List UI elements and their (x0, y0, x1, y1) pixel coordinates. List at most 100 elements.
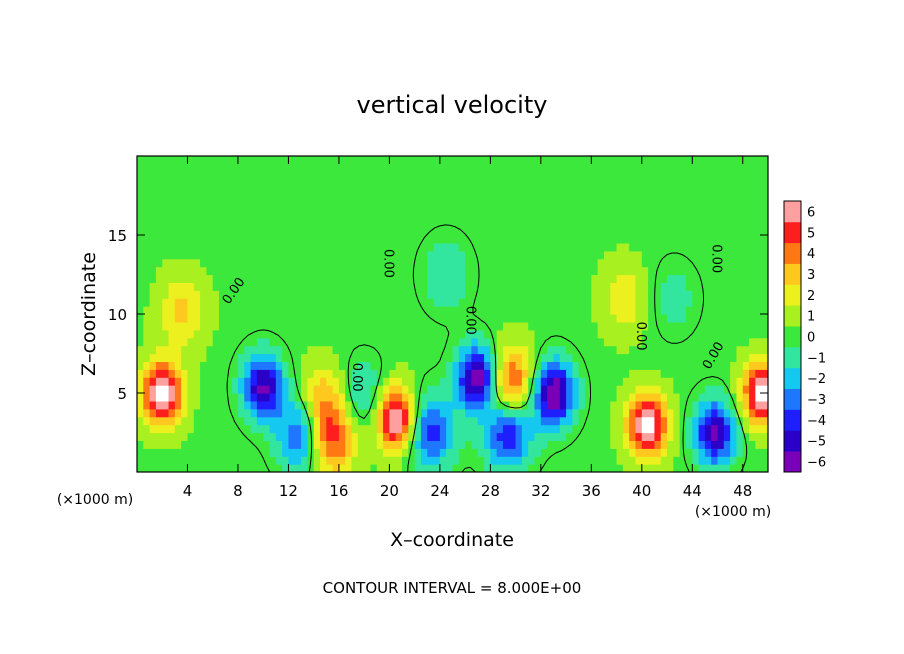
field-cell (187, 242, 195, 252)
field-cell (206, 195, 214, 204)
field-cell (452, 408, 460, 418)
field-cell (326, 187, 334, 197)
field-cell (610, 377, 618, 386)
field-cell (471, 171, 479, 181)
field-cell (256, 266, 264, 276)
field-cell (319, 250, 327, 260)
field-cell (547, 329, 555, 339)
field-cell (667, 345, 674, 355)
field-cell (521, 266, 529, 276)
x-axis-label: X–coordinate (390, 529, 514, 551)
field-cell (509, 306, 517, 315)
field-cell (395, 408, 403, 418)
field-cell (200, 393, 208, 402)
field-cell (679, 464, 687, 472)
field-cell (219, 187, 226, 197)
field-cell (370, 361, 378, 370)
field-cell (458, 440, 466, 449)
field-cell (660, 290, 668, 299)
field-cell (408, 337, 416, 347)
field-cell (484, 345, 491, 355)
field-cell (250, 393, 258, 402)
field-cell (528, 242, 536, 252)
field-cell (370, 464, 378, 472)
field-cell (137, 227, 144, 236)
field-cell (458, 456, 466, 465)
field-cell (496, 329, 504, 339)
field-cell (237, 235, 245, 244)
field-cell (370, 424, 378, 434)
field-cell (667, 282, 674, 291)
field-cell (685, 274, 693, 283)
field-cell (143, 456, 151, 465)
field-cell (673, 377, 681, 386)
field-cell (673, 250, 681, 260)
field-cell (420, 250, 428, 260)
field-cell (509, 353, 517, 362)
field-cell (629, 211, 637, 220)
field-cell (641, 227, 649, 236)
field-cell (433, 432, 441, 441)
field-cell (155, 408, 163, 418)
field-cell (137, 321, 144, 331)
field-cell (704, 400, 712, 410)
field-cell (755, 456, 763, 465)
field-cell (654, 290, 662, 299)
field-cell (237, 156, 245, 165)
field-cell (723, 171, 731, 181)
field-cell (301, 195, 308, 204)
field-cell (654, 440, 662, 449)
field-cell (755, 314, 763, 323)
field-cell (357, 432, 365, 441)
field-cell (288, 306, 296, 315)
field-cell (275, 369, 283, 378)
field-cell (301, 274, 308, 283)
field-cell (250, 424, 258, 434)
field-cell (414, 314, 422, 323)
field-cell (433, 211, 441, 220)
field-cell (263, 337, 271, 347)
field-cell (749, 298, 756, 307)
field-cell (749, 156, 756, 165)
field-cell (155, 464, 163, 472)
field-cell (698, 179, 706, 189)
field-cell (755, 171, 763, 181)
field-cell (730, 448, 738, 457)
field-cell (452, 329, 460, 339)
field-cell (376, 306, 384, 315)
field-cell (237, 408, 245, 418)
field-cell (465, 369, 473, 378)
field-cell (603, 353, 611, 362)
field-cell (698, 211, 706, 220)
field-cell (660, 456, 668, 465)
field-cell (143, 377, 151, 386)
field-cell (212, 456, 220, 465)
field-cell (427, 274, 435, 283)
field-cell (591, 274, 599, 283)
field-cell (717, 163, 725, 173)
field-cell (679, 337, 687, 347)
field-cell (572, 393, 580, 402)
field-cell (206, 156, 214, 165)
field-cell (484, 242, 491, 252)
field-cell (212, 464, 220, 472)
field-cell (610, 298, 618, 307)
field-cell (269, 440, 277, 449)
field-cell (181, 156, 189, 165)
field-cell (566, 353, 573, 362)
field-cell (616, 306, 624, 315)
field-cell (414, 258, 422, 268)
field-cell (755, 235, 763, 244)
field-cell (193, 179, 201, 189)
field-cell (345, 306, 353, 315)
field-cell (200, 282, 208, 291)
field-cell (679, 179, 687, 189)
field-cell (301, 393, 308, 402)
field-cell (648, 187, 656, 197)
field-cell (667, 408, 674, 418)
field-cell (629, 156, 637, 165)
field-cell (357, 400, 365, 410)
field-cell (402, 369, 409, 378)
field-cell (452, 195, 460, 204)
field-cell (616, 266, 624, 276)
